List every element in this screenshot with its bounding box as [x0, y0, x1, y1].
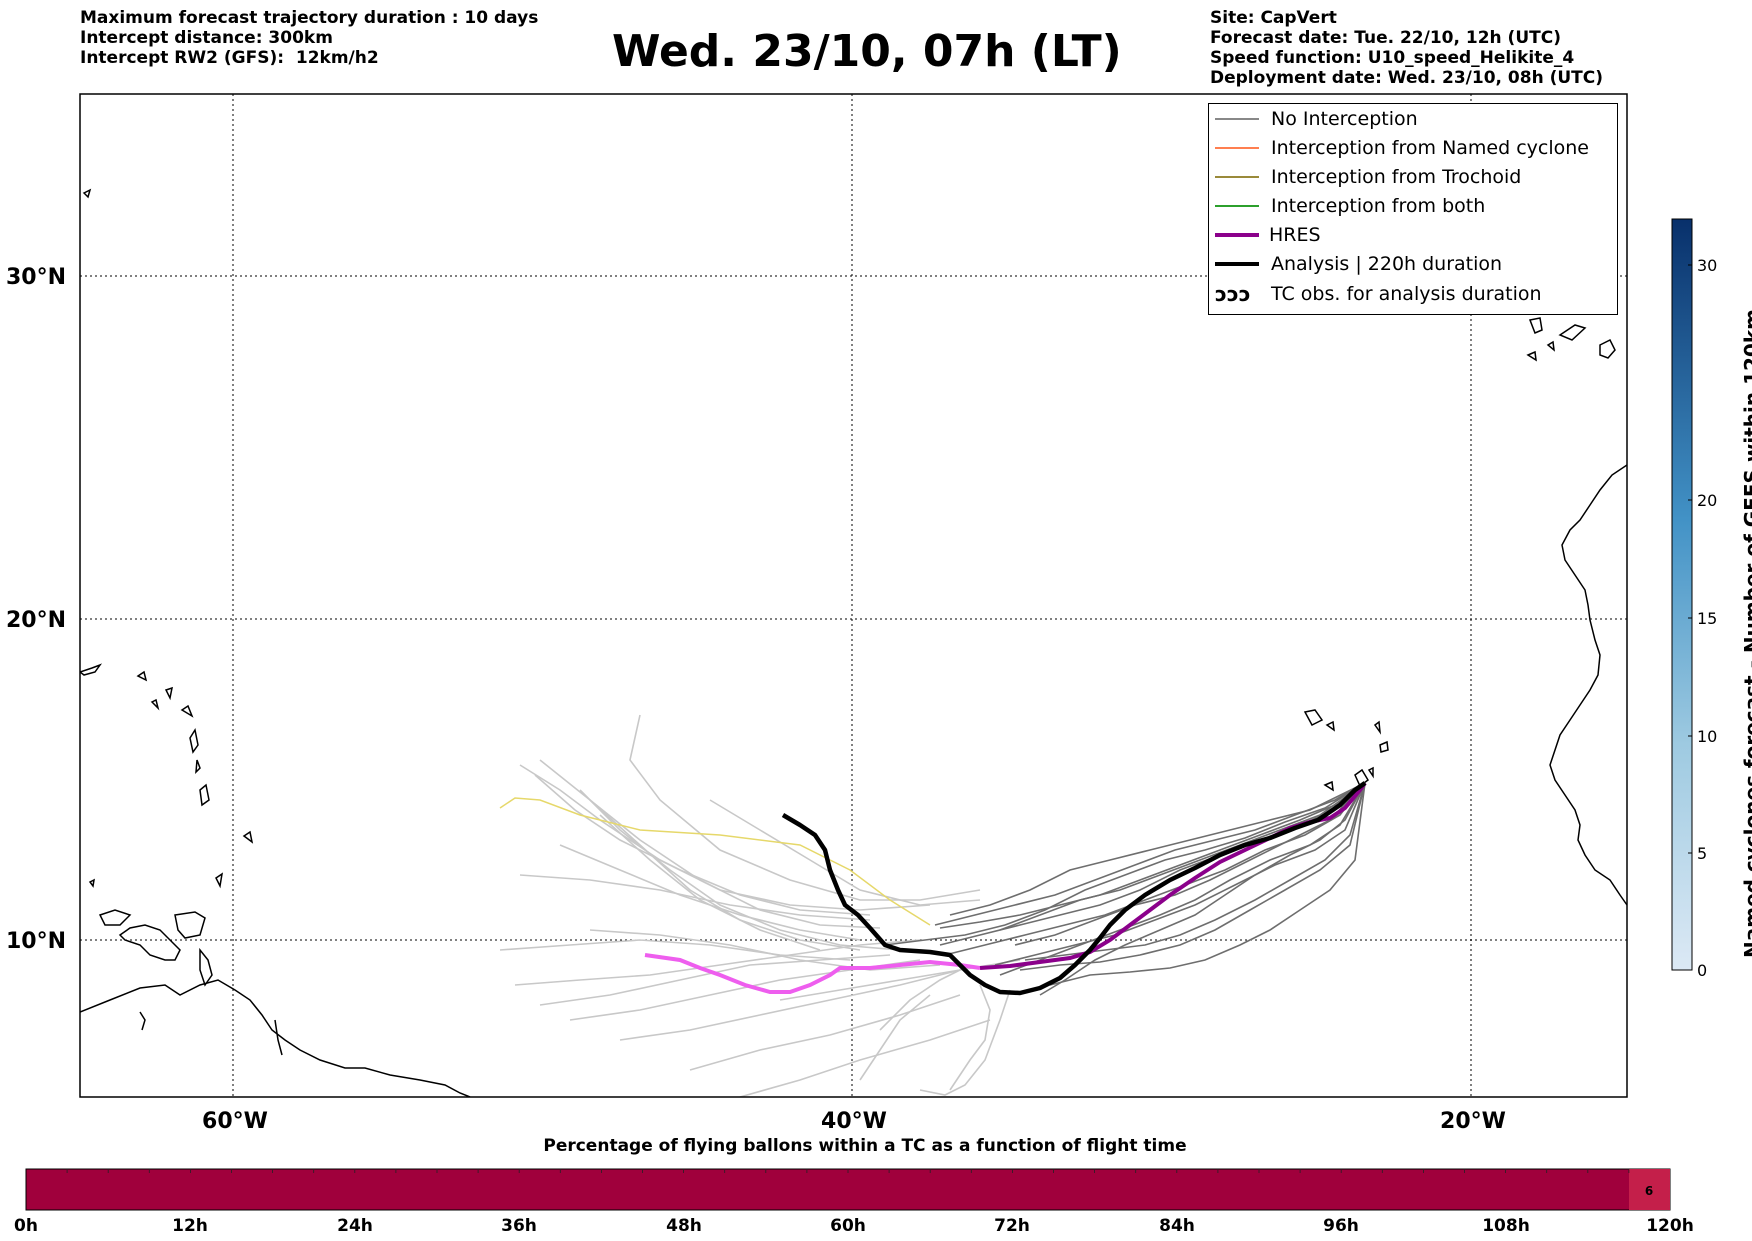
- rcb-tick-0: 0: [1697, 961, 1707, 980]
- legend-item-trochoid: Interception from Trochoid: [1209, 163, 1617, 191]
- rcb-tick-10: 10: [1697, 727, 1717, 746]
- y-tick-30n: 30°N: [6, 265, 66, 290]
- legend-item-named-cyclone: Interception from Named cyclone: [1209, 134, 1617, 162]
- rcb-tick-20: 20: [1697, 491, 1717, 510]
- bcb-tick-72h: 72h: [994, 1216, 1030, 1236]
- bcb-tick-24h: 24h: [337, 1216, 373, 1236]
- bottom-colorbar-bar: [25, 1168, 1671, 1211]
- speed-function-text: Speed function: U10_speed_Helikite_4: [1210, 48, 1575, 68]
- right-colorbar: 0 5 10 15 20 30: [1671, 218, 1717, 980]
- map-frame: [79, 93, 1628, 1098]
- deployment-date-text: Deployment date: Wed. 23/10, 08h (UTC): [1210, 68, 1604, 88]
- rcb-tick-15: 15: [1697, 609, 1717, 628]
- analysis-track: [781, 781, 1367, 996]
- max-duration-text: Maximum forecast trajectory duration : 1…: [80, 8, 539, 28]
- bcb-tick-84h: 84h: [1159, 1216, 1195, 1236]
- legend-label: Interception from Named cyclone: [1271, 137, 1589, 159]
- page-title: Wed. 23/10, 07h (LT): [612, 26, 1122, 77]
- legend-label: HRES: [1269, 224, 1321, 246]
- y-tick-20n: 20°N: [6, 608, 66, 633]
- coastlines: [80, 188, 1627, 1097]
- legend: No Interception Interception from Named …: [1208, 103, 1618, 315]
- bottom-colorbar-title: Percentage of flying ballons within a TC…: [543, 1136, 1187, 1156]
- intercept-distance-text: Intercept distance: 300km: [80, 28, 333, 48]
- bcb-tick-12h: 12h: [172, 1216, 208, 1236]
- legend-label: Interception from Trochoid: [1271, 166, 1522, 188]
- header-left-info: Maximum forecast trajectory duration : 1…: [80, 8, 538, 68]
- intercept-rw2-text: Intercept RW2 (GFS): 12km/h2: [80, 48, 379, 68]
- site-text: Site: CapVert: [1210, 8, 1337, 28]
- hres-track-late: [644, 953, 981, 994]
- bcb-tick-120h: 120h: [1646, 1216, 1694, 1236]
- bottom-colorbar: 6 0h 12h 24h 36h 48h 60h 72h 84h 96h 108…: [14, 1168, 1694, 1236]
- legend-item-no-interception: No Interception: [1209, 105, 1617, 133]
- legend-swatch: [1215, 147, 1259, 149]
- right-colorbar-label: Named cyclones forecast - Number of GEFS…: [1740, 309, 1752, 958]
- tc-obs-symbol-icon: ↄↄↄ: [1215, 282, 1251, 306]
- trajectories-near: [884, 782, 1366, 996]
- bcb-tick-108h: 108h: [1482, 1216, 1530, 1236]
- trajectory-yellow: [499, 797, 931, 926]
- legend-item-analysis: Analysis | 220h duration: [1209, 250, 1617, 278]
- y-tick-10n: 10°N: [6, 929, 66, 954]
- legend-label: Interception from both: [1271, 195, 1486, 217]
- legend-swatch: [1215, 262, 1259, 266]
- legend-swatch: [1215, 176, 1259, 178]
- legend-label: Analysis | 220h duration: [1271, 253, 1503, 275]
- bcb-tick-36h: 36h: [501, 1216, 537, 1236]
- bcb-tick-0h: 0h: [14, 1216, 38, 1236]
- gridlines: [80, 94, 1627, 1097]
- x-tick-40w: 40°W: [821, 1109, 887, 1134]
- right-colorbar-gradient: [1671, 218, 1693, 971]
- rcb-tick-30: 30: [1697, 256, 1717, 275]
- legend-item-both: Interception from both: [1209, 192, 1617, 220]
- bcb-tick-60h: 60h: [830, 1216, 866, 1236]
- x-tick-20w: 20°W: [1440, 1109, 1506, 1134]
- x-tick-60w: 60°W: [202, 1109, 268, 1134]
- legend-swatch: [1215, 118, 1259, 120]
- header-right-info: Site: CapVert Forecast date: Tue. 22/10,…: [1210, 8, 1603, 88]
- bcb-tick-96h: 96h: [1323, 1216, 1359, 1236]
- bcb-tick-48h: 48h: [666, 1216, 702, 1236]
- legend-item-hres: HRES: [1209, 221, 1617, 249]
- legend-swatch: [1215, 205, 1259, 207]
- bottom-colorbar-cell-value: 6: [1645, 1184, 1653, 1198]
- legend-label: No Interception: [1271, 108, 1418, 130]
- rcb-tick-5: 5: [1697, 844, 1707, 863]
- legend-item-tc-obs: ↄↄↄ TC obs. for analysis duration: [1209, 280, 1617, 308]
- hres-track: [979, 781, 1367, 970]
- legend-label: TC obs. for analysis duration: [1271, 283, 1542, 305]
- forecast-date-text: Forecast date: Tue. 22/10, 12h (UTC): [1210, 28, 1561, 48]
- trajectories-far: [499, 714, 1021, 1097]
- bottom-colorbar-cell: [1629, 1169, 1670, 1210]
- legend-swatch: [1215, 233, 1259, 237]
